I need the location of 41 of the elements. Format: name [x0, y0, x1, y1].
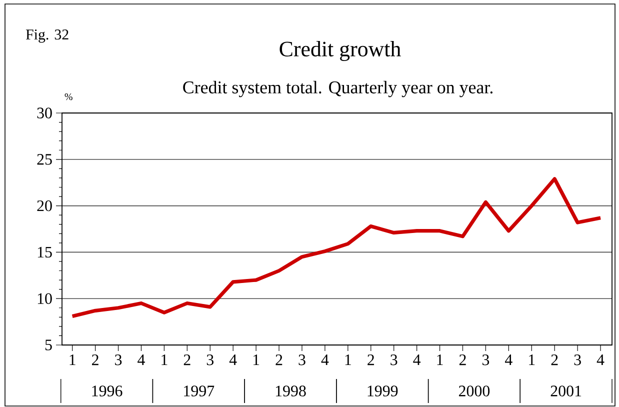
x-tick-label: 3: [115, 354, 122, 366]
x-tick-label: 4: [321, 354, 329, 366]
y-tick-label: 20: [37, 200, 52, 212]
chart-subtitle: Credit system total. Quarterly year on year.: [183, 80, 492, 98]
y-tick-label: 30: [37, 108, 52, 118]
x-tick-label: 1: [437, 354, 443, 366]
x-tick-label: 3: [298, 354, 306, 366]
x-tick-label: 2: [92, 354, 98, 366]
chart-title: Credit growth: [280, 41, 401, 61]
x-tick-label: 4: [504, 354, 512, 366]
x-tick-label: 2: [368, 354, 374, 366]
y-tick-label: 15: [38, 246, 52, 258]
line-series: [70, 177, 602, 318]
text: 1999: [368, 386, 398, 396]
y-tick-label: 25: [37, 154, 52, 165]
text: 2000: [458, 386, 490, 396]
text: 1996: [92, 386, 122, 396]
x-tick-label: 2: [551, 354, 558, 366]
x-tick-label: 4: [413, 354, 421, 366]
x-tick-label: 3: [482, 354, 490, 366]
x-tick-label: 2: [459, 354, 466, 366]
x-tick-label: 4: [138, 354, 145, 366]
x-tick-label: 1: [529, 354, 535, 366]
x-tick-label: 1: [162, 354, 168, 366]
y-axis-title: %: [64, 93, 72, 100]
x-tick-label: 3: [574, 354, 581, 366]
text: 2001: [550, 386, 582, 396]
x-tick-label: 1: [70, 354, 76, 366]
x-tick-label: 4: [596, 354, 604, 366]
x-tick-label: 2: [276, 354, 282, 366]
y-tick-label: 5: [45, 340, 52, 350]
x-tick-label: 3: [390, 354, 398, 366]
y-tick-label: 10: [38, 293, 52, 304]
caption: Fig. 32: [26, 30, 68, 43]
x-tick-label: 2: [184, 354, 190, 366]
text: 1998: [276, 386, 306, 396]
text: 1997: [184, 386, 214, 396]
x-tick-label: 1: [253, 354, 260, 366]
x-tick-label: 1: [345, 354, 351, 366]
x-tick-label: 3: [206, 354, 214, 366]
x-tick-label: 4: [229, 354, 237, 366]
